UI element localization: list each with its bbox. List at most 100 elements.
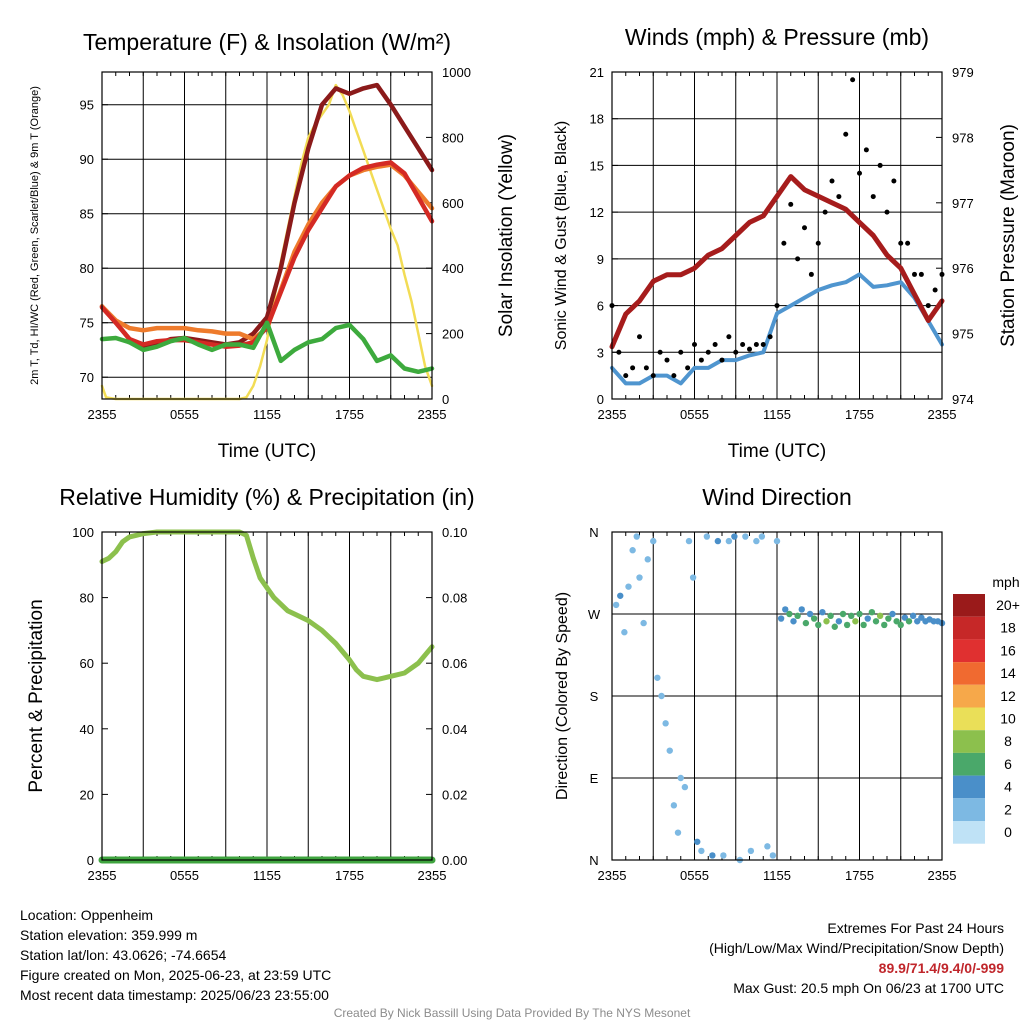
direction-point: [625, 583, 632, 590]
direction-point: [868, 608, 876, 616]
direction-point: [815, 621, 822, 629]
direction-point: [786, 610, 793, 618]
gust-point: [705, 349, 711, 355]
y-tick-label-left: 18: [590, 112, 604, 127]
x-tick-label: 2355: [88, 407, 117, 422]
extremes-title: Extremes For Past 24 Hours: [827, 920, 1004, 936]
y-tick-label-left: 20: [80, 787, 94, 802]
gust-point: [898, 240, 904, 246]
gust-point: [726, 334, 732, 340]
chart-direction: 2355 0555 1155 1755 2355 Wind Direction N E S W N D…: [554, 484, 1020, 883]
legend-title: mph: [992, 574, 1019, 590]
plot-frame: [101, 531, 433, 861]
gust-point: [740, 342, 746, 347]
direction-point: [848, 612, 855, 620]
gust-point: [843, 131, 849, 137]
gust-point: [905, 240, 911, 246]
direction-point: [773, 537, 781, 545]
legend-label: 6: [1004, 756, 1012, 772]
y-axis-label-left: Percent & Precipitation: [26, 599, 47, 792]
y-tick-label-right: 800: [442, 130, 464, 145]
chart-title: Winds (mph) & Pressure (mb): [625, 24, 929, 50]
y-axis-label-right: Station Pressure (Maroon): [998, 124, 1019, 347]
gust-point: [630, 365, 636, 371]
gust-point: [719, 357, 725, 363]
direction-point: [831, 623, 838, 630]
direction-point: [670, 802, 678, 809]
chart-title: Relative Humidity (%) & Precipitation (i…: [59, 484, 474, 510]
y-tick-label-right: 600: [442, 196, 464, 211]
gust-point: [795, 256, 801, 262]
y-tick-label-right: 974: [952, 392, 974, 407]
direction-point: [885, 615, 892, 622]
speed-legend: mph 20+ 18 16 14 12 10 8 6 4 2 0: [953, 574, 1020, 844]
extremes-panel: Extremes For Past 24 Hours (High/Low/Max…: [709, 918, 1004, 998]
y-tick-label-left: 85: [80, 207, 94, 222]
latest-text: Most recent data timestamp: 2025/06/23 2…: [20, 987, 329, 1003]
gust-point: [637, 334, 642, 340]
y-tick-label-right: 400: [442, 261, 464, 276]
chart-title: Temperature (F) & Insolation (W/m²): [83, 29, 451, 55]
chart-winds: 2355 0555 1155 1755 2355 Time (UTC) Winds (mph…: [553, 24, 1019, 462]
direction-point: [769, 852, 777, 859]
direction-point: [810, 615, 818, 622]
gust-point: [767, 334, 773, 340]
x-tick-label: 1755: [845, 407, 874, 422]
direction-point: [852, 618, 859, 625]
x-tick-label: 1155: [763, 407, 791, 422]
chart-humidity: 2355 0555 1155 1755 2355 Relative Humidity (%…: [26, 484, 475, 883]
y-tick-label-right: 0.10: [442, 525, 467, 540]
rh-line: [99, 529, 435, 683]
gust-point: [802, 225, 807, 231]
direction-point: [689, 574, 697, 581]
direction-point: [897, 621, 904, 629]
direction-point: [889, 610, 896, 618]
y-axis-label-left: Sonic Wind & Gust (Blue, Black): [553, 121, 570, 350]
x-tick-label: 0555: [680, 868, 709, 883]
direction-point: [725, 537, 733, 545]
direction-point: [731, 533, 738, 540]
x-tick-label: 1755: [335, 868, 364, 883]
gust-point: [616, 349, 622, 355]
gust-point: [877, 162, 883, 168]
legend-swatch: [953, 662, 985, 685]
y-tick-label-right: 0.02: [442, 787, 467, 802]
gust-point: [829, 178, 835, 184]
direction-point: [839, 610, 847, 618]
y-tick-label-left: 0: [597, 392, 604, 407]
y-tick-label-left: 80: [80, 591, 94, 606]
y-axis-label-right: Solar Insolation (Yellow): [496, 134, 517, 337]
direction-point: [703, 533, 711, 540]
direction-point: [747, 847, 755, 855]
gust-point: [650, 373, 656, 379]
direction-point: [662, 720, 669, 727]
gust-point: [808, 271, 814, 277]
legend-label: 4: [1004, 779, 1012, 795]
direction-point: [644, 556, 651, 563]
y-axis-label-left: Direction (Colored By Speed): [554, 592, 571, 800]
legend-label: 2: [1004, 801, 1012, 817]
legend-label: 10: [1000, 711, 1016, 727]
y-axis-label-left: 2m T, Td, HI/WC (Red, Green, Scarlet/Blu…: [29, 86, 41, 385]
gust-point: [822, 209, 828, 215]
direction-point: [753, 537, 760, 545]
y-tick-label-right: 978: [952, 130, 974, 145]
direction-point: [819, 608, 826, 616]
chart-title: Wind Direction: [702, 484, 852, 510]
gust-point: [657, 349, 663, 355]
gust-point: [925, 303, 931, 309]
y-tick-label-left: 12: [590, 205, 604, 220]
gust-point: [884, 209, 890, 215]
legend-swatch: [953, 821, 985, 844]
gust-point: [671, 373, 677, 379]
x-tick-label: 2355: [598, 868, 627, 883]
direction-point: [802, 619, 810, 627]
direction-point: [636, 574, 643, 581]
legend-label: 20+: [996, 597, 1020, 613]
direction-point: [633, 533, 640, 540]
direction-point: [827, 612, 834, 620]
y-tick-label-left: 21: [590, 65, 604, 80]
y-tick-label-right: 975: [952, 327, 974, 342]
gust-point: [685, 365, 691, 371]
